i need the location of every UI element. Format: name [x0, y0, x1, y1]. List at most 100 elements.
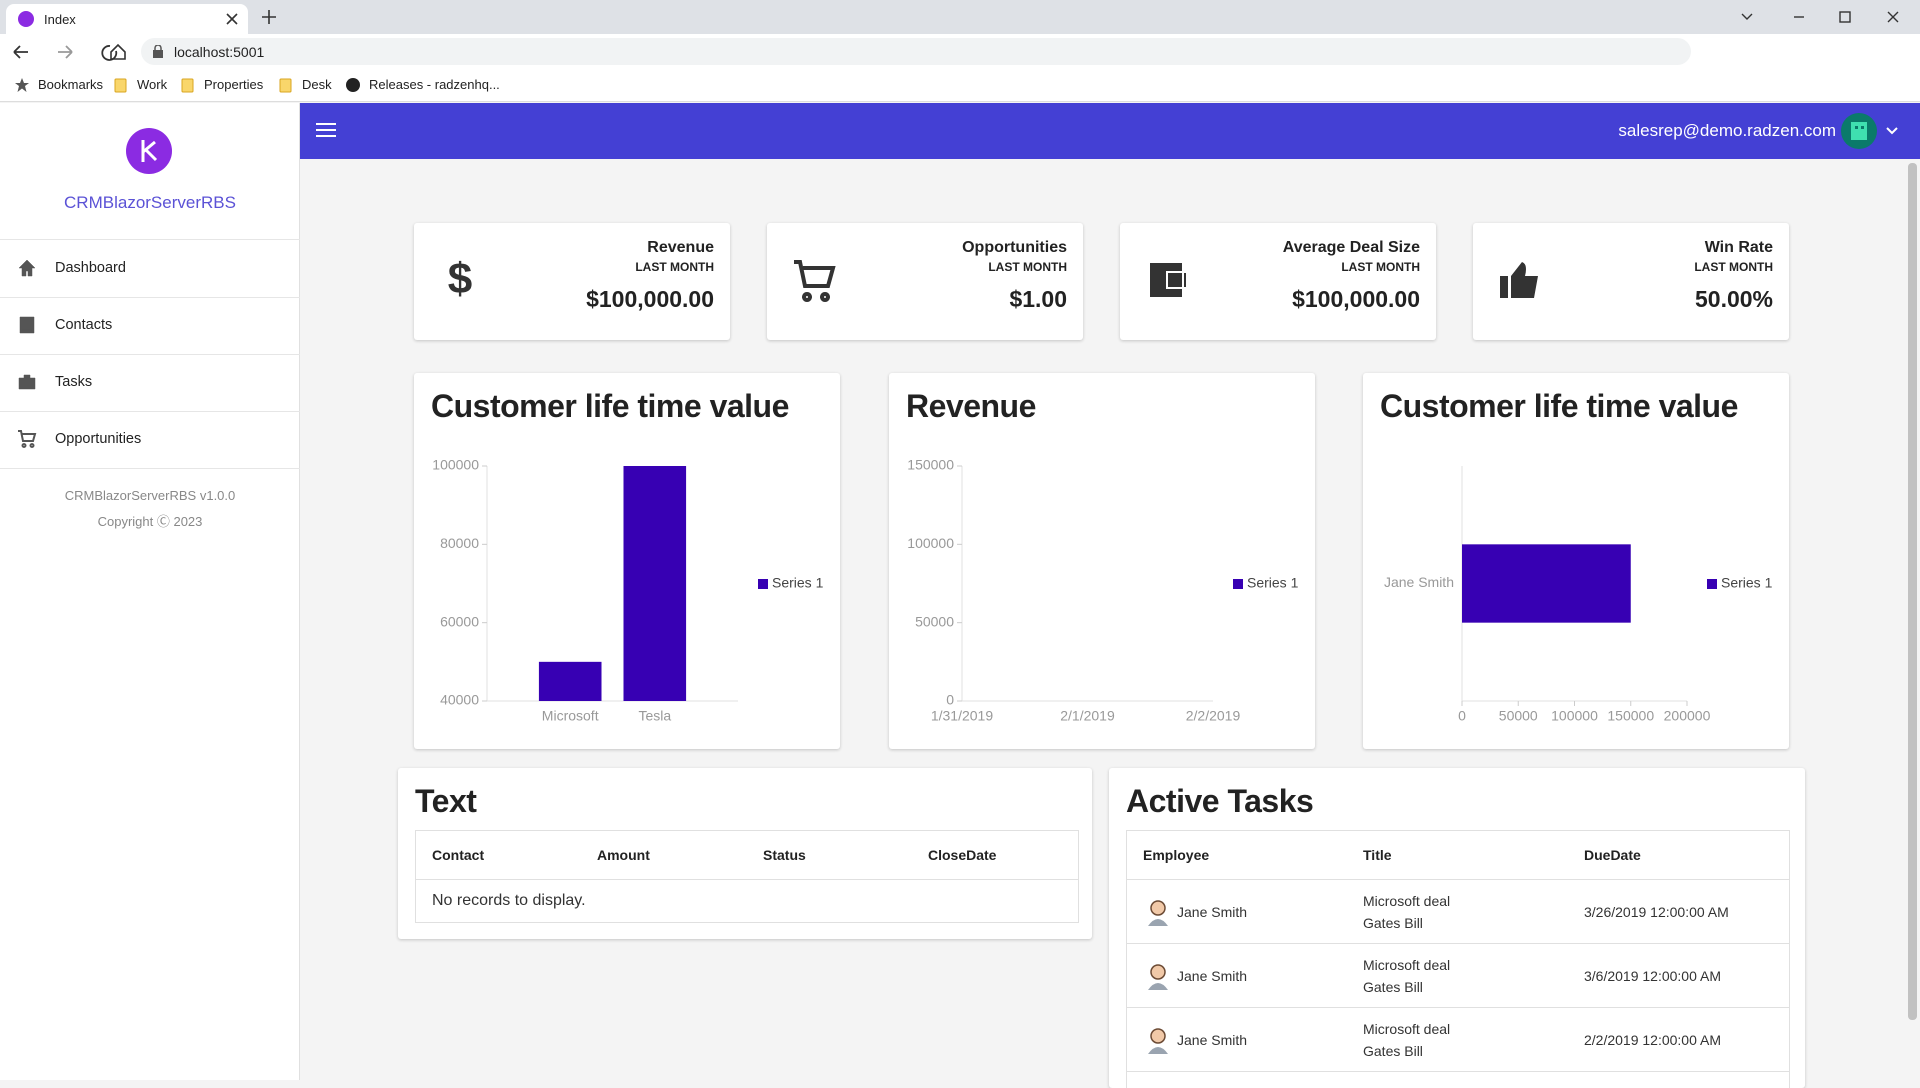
app-logo: [126, 128, 172, 174]
thumb-icon: [1500, 262, 1538, 298]
legend-swatch: [1233, 579, 1243, 589]
column-header[interactable]: Title: [1363, 847, 1392, 863]
bookmark-icon: [114, 78, 127, 93]
bookmark[interactable]: Releases - radzenhq...: [369, 77, 500, 92]
kpi-card: Win Rate LAST MONTH 50.00%: [1473, 223, 1789, 340]
kpi-icon: [1148, 261, 1188, 299]
column-header[interactable]: Contact: [432, 847, 485, 863]
bookmark-icon-svg: [114, 78, 127, 93]
chart: 0 50000 100000 150000 200000 Jane Smith Series…: [1384, 466, 1773, 724]
y-tick-label: 100000: [907, 535, 954, 551]
home-button[interactable]: [108, 42, 128, 62]
lock-icon: [153, 45, 163, 58]
x-tick-label: Tesla: [638, 708, 671, 724]
chart-title: Customer life time value: [1380, 388, 1738, 424]
photo-head: [1150, 964, 1166, 980]
bookmark-icon-svg: [279, 78, 292, 93]
employee-photo: [1148, 900, 1168, 926]
window-controls: [1741, 11, 1899, 23]
legend-swatch: [758, 579, 768, 589]
empty-message: No records to display.: [432, 892, 586, 909]
column-header[interactable]: Employee: [1143, 847, 1210, 863]
column-header[interactable]: DueDate: [1584, 847, 1641, 863]
column-header[interactable]: Status: [763, 847, 806, 863]
wallet-icon: [1148, 261, 1188, 299]
bookmark-icon-svg: [346, 78, 360, 92]
data-grid: Employee Title DueDate Jane Smith Microsoft …: [1126, 830, 1790, 1088]
scrollbar: [1908, 163, 1917, 1020]
nav-icon: [18, 430, 37, 448]
kpi-icon: [794, 260, 836, 302]
bookmark-icon-svg: [15, 78, 29, 92]
photo-body: [1148, 983, 1168, 990]
employee: Jane Smith: [1177, 968, 1248, 984]
chart-card: Customer life time value 0 50000 100000 1500…: [1363, 373, 1789, 749]
kpi-card: Average Deal Size LAST MONTH $100,000.00: [1120, 223, 1436, 340]
grid-header: Contact Amount Status CloseDate: [416, 831, 1078, 880]
chart: 40000 60000 80000 100000 Microsoft Tesla Serie…: [432, 457, 823, 724]
favicon: [18, 11, 34, 27]
folder: [279, 78, 292, 93]
nav-icon-shape: [19, 316, 35, 334]
bar: [1462, 544, 1631, 623]
nav-buttons[interactable]: [10, 42, 130, 62]
legend-label: Series 1: [1721, 575, 1773, 591]
url-box[interactable]: localhost:5001: [141, 38, 1691, 65]
task-contact: Gates Bill: [1363, 979, 1423, 995]
kpi-subtitle: LAST MONTH: [1694, 260, 1773, 274]
text-card: Text Contact Amount Status CloseDate No recor…: [398, 768, 1092, 939]
chart-card: Revenue 0 50000 100000 150000 1/31/2019 2/1/20…: [889, 373, 1315, 749]
kpi-subtitle: LAST MONTH: [1341, 260, 1420, 274]
bar: [623, 466, 687, 701]
user-menu-chevron[interactable]: [1885, 125, 1899, 137]
chart-title: Customer life time value: [431, 388, 789, 424]
kpi-card: Opportunities LAST MONTH $1.00: [767, 223, 1083, 340]
kpi-card: $ Revenue LAST MONTH $100,000.00: [414, 223, 730, 340]
bookmark-icon: [181, 78, 194, 93]
x-tick-label: 0: [1458, 708, 1466, 724]
x-tick-label: Microsoft: [542, 708, 599, 724]
nav-item[interactable]: Dashboard: [0, 240, 300, 298]
tab-close[interactable]: [226, 13, 238, 25]
nav-item[interactable]: Tasks: [0, 354, 300, 412]
bookmark-icon: [279, 78, 292, 93]
bookmark-icon-wrap: [180, 77, 196, 93]
nav-item[interactable]: Opportunities: [0, 411, 300, 469]
user-email[interactable]: salesrep@demo.radzen.com: [1618, 121, 1836, 140]
nav-label: Dashboard: [55, 260, 126, 276]
bookmark-icon-wrap: [14, 77, 30, 93]
y-tick-label: 50000: [915, 613, 954, 629]
bookmark[interactable]: Work: [137, 77, 168, 92]
bookmark[interactable]: Bookmarks: [38, 77, 104, 92]
column-header[interactable]: CloseDate: [928, 847, 997, 863]
nav-icon: [18, 259, 36, 277]
x-tick-label: 50000: [1499, 708, 1538, 724]
menu-toggle[interactable]: [316, 122, 336, 138]
dollar-icon: $: [448, 258, 472, 302]
kpi-icon: [1500, 262, 1538, 298]
bookmark[interactable]: Desk: [302, 77, 332, 92]
task-contact: Gates Bill: [1363, 915, 1423, 931]
nav-item[interactable]: Contacts: [0, 297, 300, 355]
bookmark[interactable]: Properties: [204, 77, 264, 92]
app-name: CRMBlazorServerRBS: [64, 193, 236, 212]
user-avatar[interactable]: [1841, 113, 1877, 149]
folder: [114, 78, 127, 93]
new-tab[interactable]: [262, 10, 276, 24]
kpi-title: Win Rate: [1704, 239, 1773, 256]
card-title: Active Tasks: [1126, 783, 1314, 819]
chart-card: Customer life time value 40000 60000 80000 1…: [414, 373, 840, 749]
bookmark-icon-wrap: [113, 77, 129, 93]
x-tick-label: 150000: [1607, 708, 1654, 724]
column-header[interactable]: Amount: [597, 847, 650, 863]
kpi-value: $1.00: [1009, 286, 1067, 312]
due-date: 3/26/2019 12:00:00 AM: [1584, 904, 1729, 920]
star: [15, 78, 29, 92]
nav-label: Contacts: [55, 317, 113, 333]
x-tick-label: 1/31/2019: [931, 708, 993, 724]
task-title: Microsoft deal: [1363, 957, 1451, 973]
card-title: Text: [415, 783, 477, 819]
tab[interactable]: Index: [6, 4, 248, 34]
nav-icon-shape: [18, 430, 37, 448]
bookmark-icon-wrap: [345, 77, 361, 93]
